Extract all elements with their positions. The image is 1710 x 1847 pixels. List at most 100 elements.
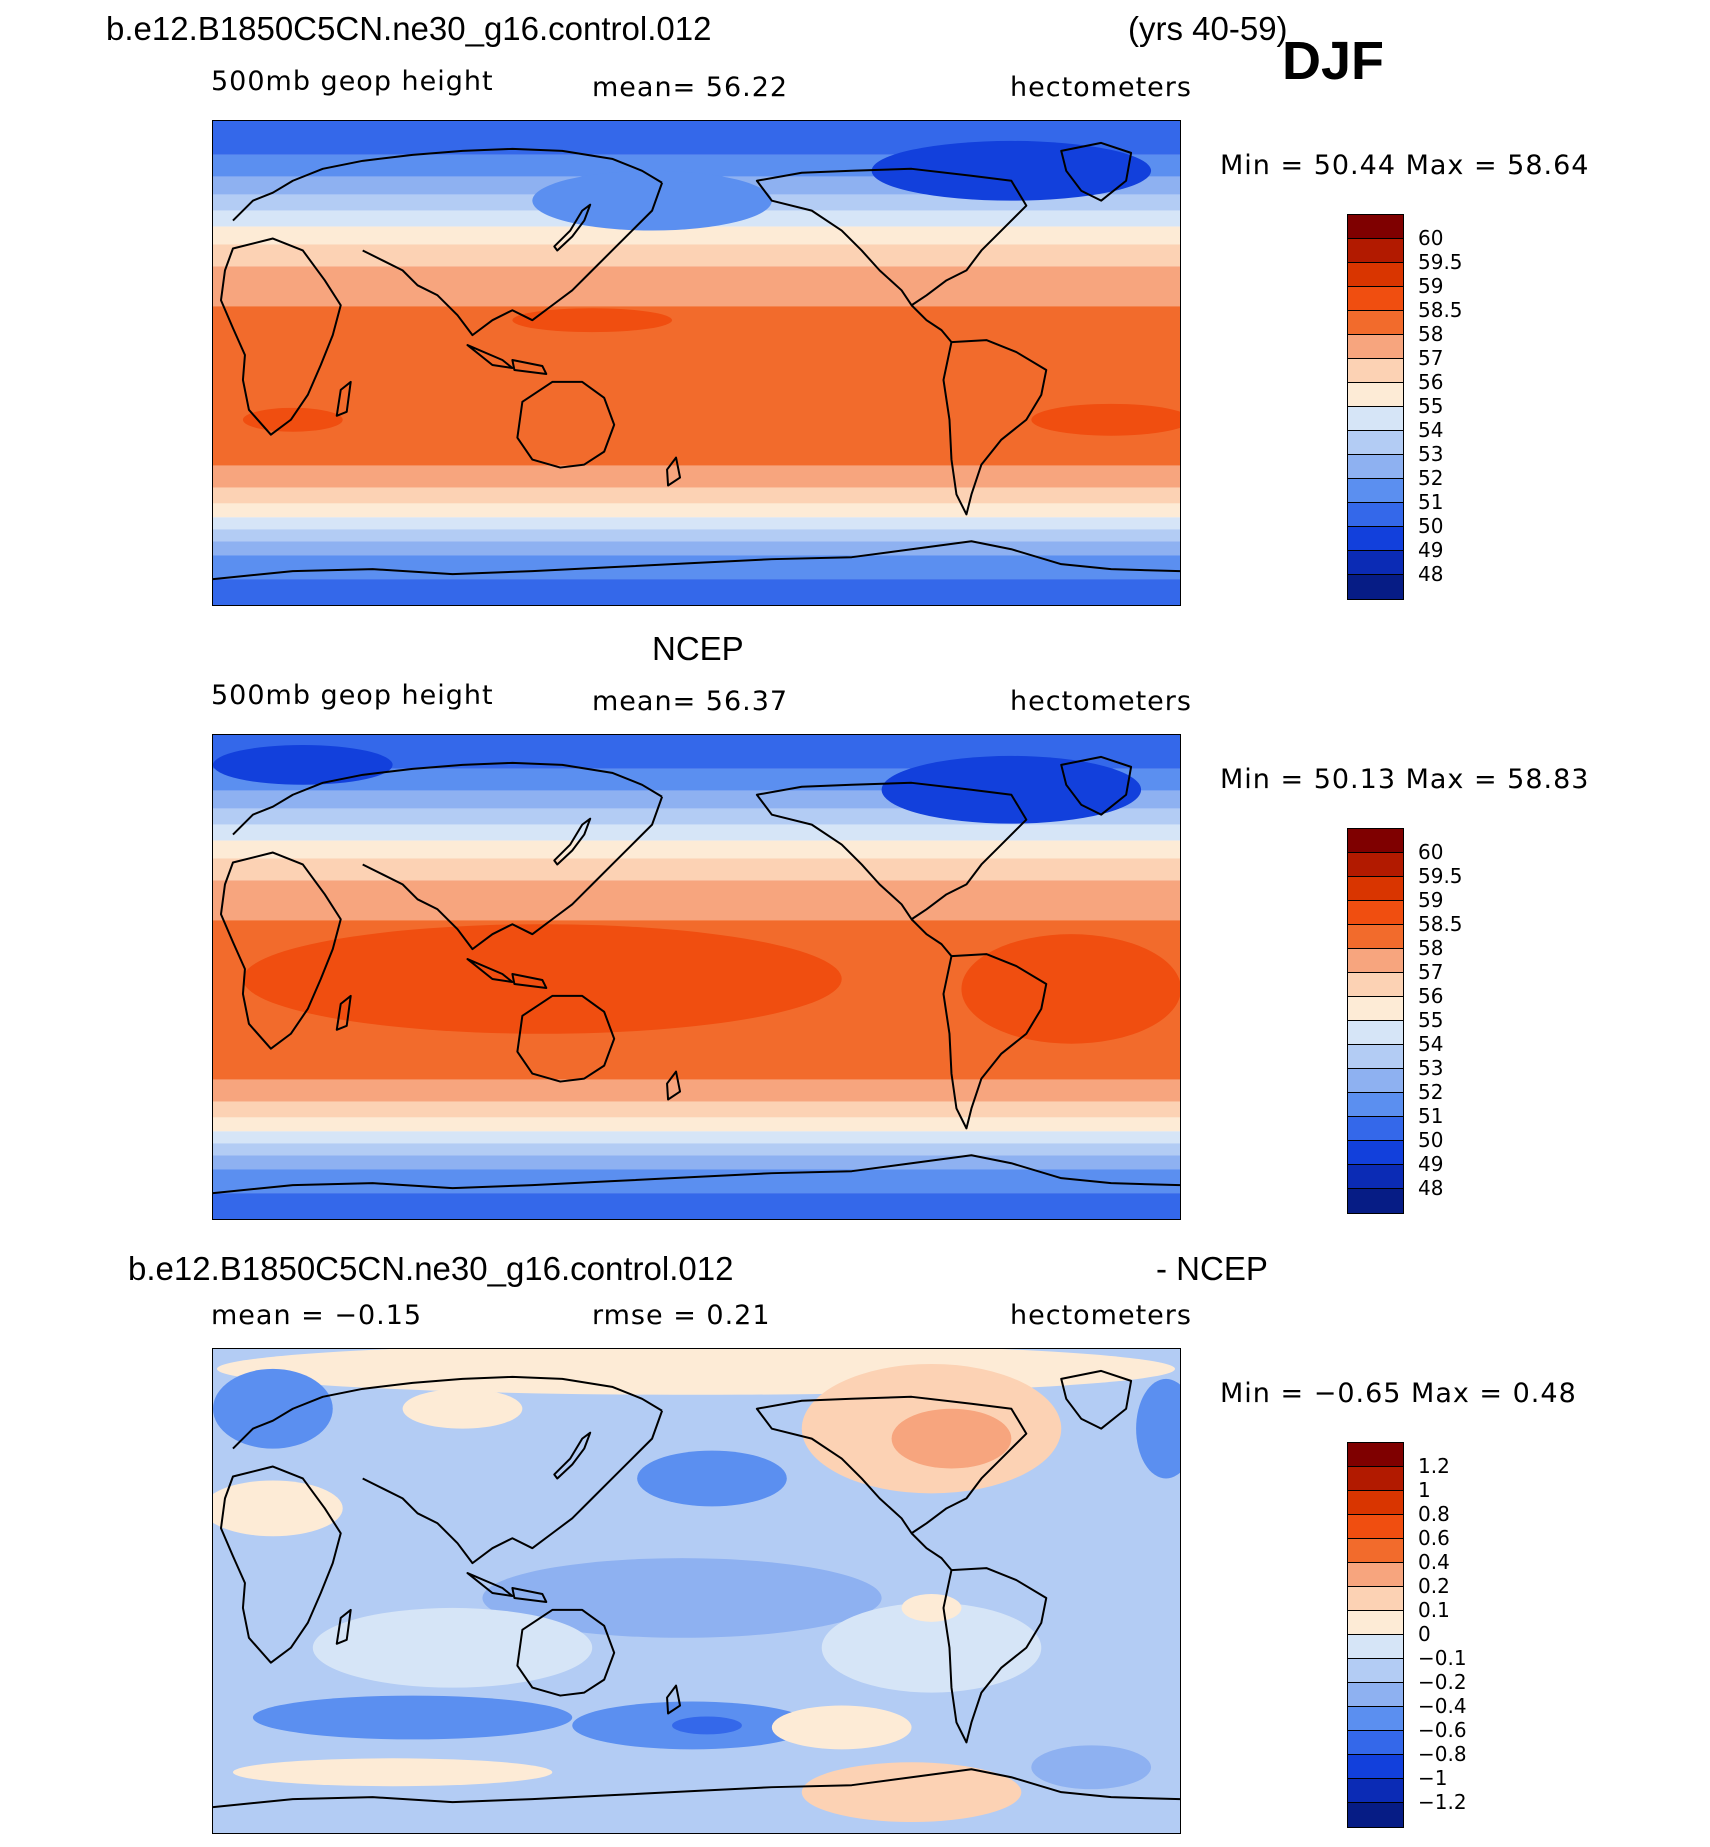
colorbar-swatch	[1348, 1779, 1403, 1803]
colorbar-swatch	[1348, 1635, 1403, 1659]
colorbar-tick-label: 52	[1418, 1080, 1444, 1104]
colorbar-swatch	[1348, 1755, 1403, 1779]
colorbar-tick-label: 54	[1418, 418, 1444, 442]
panel-3-mean: mean = −0.15	[211, 1300, 423, 1331]
panel-3-title-right: - NCEP	[1156, 1250, 1268, 1287]
colorbar-swatch	[1348, 1021, 1403, 1045]
map-ncep-field	[213, 735, 1180, 1219]
colorbar-swatch	[1348, 1141, 1403, 1165]
colorbar-tick-label: 53	[1418, 1056, 1444, 1080]
colorbar-swatch	[1348, 287, 1403, 311]
colorbar-swatch	[1348, 263, 1403, 287]
colorbar-swatch	[1348, 1093, 1403, 1117]
colorbar-tick-label: 59.5	[1418, 864, 1463, 888]
colorbar-ncep	[1347, 828, 1404, 1214]
colorbar-tick-label: 1	[1418, 1478, 1431, 1502]
colorbar-swatch	[1348, 925, 1403, 949]
colorbar-swatch	[1348, 1539, 1403, 1563]
panel-3-minmax: Min = −0.65 Max = 0.48	[1220, 1378, 1577, 1409]
colorbar-tick-label: 0.4	[1418, 1550, 1450, 1574]
colorbar-swatch	[1348, 527, 1403, 551]
map-panel-model	[212, 120, 1181, 606]
colorbar-swatch	[1348, 551, 1403, 575]
colorbar-tick-label: 58	[1418, 322, 1444, 346]
colorbar-tick-label: 49	[1418, 1152, 1444, 1176]
colorbar-swatch	[1348, 973, 1403, 997]
colorbar-swatch	[1348, 949, 1403, 973]
colorbar-tick-label: 57	[1418, 346, 1444, 370]
colorbar-tick-label: −0.4	[1418, 1694, 1467, 1718]
colorbar-swatch	[1348, 997, 1403, 1021]
colorbar-tick-label: 48	[1418, 1176, 1444, 1200]
colorbar-swatch	[1348, 1587, 1403, 1611]
colorbar-tick-label: 51	[1418, 1104, 1444, 1128]
coastlines	[213, 755, 1180, 1195]
panel-3-title: b.e12.B1850C5CN.ne30_g16.control.012	[128, 1250, 734, 1287]
colorbar-tick-label: −0.1	[1418, 1646, 1467, 1670]
coastlines	[213, 1369, 1180, 1809]
colorbar-swatch	[1348, 1803, 1403, 1827]
panel-2-units: hectometers	[1010, 686, 1192, 717]
colorbar-tick-label: 0.2	[1418, 1574, 1450, 1598]
colorbar-swatch	[1348, 1443, 1403, 1467]
case-name: b.e12.B1850C5CN.ne30_g16.control.012	[106, 10, 712, 47]
map-model-field	[213, 121, 1180, 605]
colorbar-tick-label: −1	[1418, 1766, 1448, 1790]
colorbar-tick-label: 53	[1418, 442, 1444, 466]
panel-1-units: hectometers	[1010, 72, 1192, 103]
colorbar-tick-label: 0	[1418, 1622, 1431, 1646]
colorbar-swatch	[1348, 359, 1403, 383]
colorbar-swatch	[1348, 455, 1403, 479]
colorbar-swatch	[1348, 901, 1403, 925]
panel-2-title: NCEP	[652, 630, 744, 667]
colorbar-tick-label: 58.5	[1418, 912, 1463, 936]
colorbar-swatch	[1348, 431, 1403, 455]
colorbar-tick-label: 58.5	[1418, 298, 1463, 322]
season-label: DJF	[1282, 31, 1385, 91]
colorbar-swatch	[1348, 1707, 1403, 1731]
colorbar-swatch	[1348, 1467, 1403, 1491]
colorbar-swatch	[1348, 215, 1403, 239]
colorbar-swatch	[1348, 311, 1403, 335]
colorbar-tick-label: 55	[1418, 1008, 1444, 1032]
colorbar-tick-label: 57	[1418, 960, 1444, 984]
colorbar-tick-label: 52	[1418, 466, 1444, 490]
colorbar-tick-label: 59	[1418, 888, 1444, 912]
colorbar-tick-label: 60	[1418, 840, 1444, 864]
colorbar-tick-label: 0.8	[1418, 1502, 1450, 1526]
colorbar-swatch	[1348, 1069, 1403, 1093]
colorbar-swatch	[1348, 829, 1403, 853]
colorbar-tick-label: 59	[1418, 274, 1444, 298]
panel-1-mean: mean= 56.22	[592, 72, 789, 103]
colorbar-swatch	[1348, 239, 1403, 263]
panel-2-variable: 500mb geop height	[211, 680, 494, 711]
panel-3-units: hectometers	[1010, 1300, 1192, 1331]
colorbar-swatch	[1348, 1515, 1403, 1539]
panel-1-variable: 500mb geop height	[211, 66, 494, 97]
colorbar-tick-label: 50	[1418, 514, 1444, 538]
years-label: (yrs 40-59)	[1128, 10, 1288, 47]
colorbar-swatch	[1348, 853, 1403, 877]
map-panel-ncep	[212, 734, 1181, 1220]
colorbar-tick-label: 51	[1418, 490, 1444, 514]
colorbar-tick-label: −0.2	[1418, 1670, 1467, 1694]
colorbar-tick-label: 48	[1418, 562, 1444, 586]
colorbar-swatch	[1348, 1117, 1403, 1141]
colorbar-tick-label: 49	[1418, 538, 1444, 562]
map-difference-field	[213, 1349, 1180, 1833]
colorbar-tick-label: −1.2	[1418, 1790, 1467, 1814]
colorbar-tick-label: 59.5	[1418, 250, 1463, 274]
coastlines	[213, 141, 1180, 581]
colorbar-swatch	[1348, 1731, 1403, 1755]
colorbar-swatch	[1348, 503, 1403, 527]
colorbar-tick-label: 58	[1418, 936, 1444, 960]
colorbar-difference	[1347, 1442, 1404, 1828]
colorbar-swatch	[1348, 479, 1403, 503]
colorbar-tick-label: −0.6	[1418, 1718, 1467, 1742]
panel-2-mean: mean= 56.37	[592, 686, 789, 717]
colorbar-swatch	[1348, 1659, 1403, 1683]
colorbar-tick-label: 0.6	[1418, 1526, 1450, 1550]
colorbar-swatch	[1348, 1563, 1403, 1587]
colorbar-tick-label: 1.2	[1418, 1454, 1450, 1478]
colorbar-swatch	[1348, 1045, 1403, 1069]
